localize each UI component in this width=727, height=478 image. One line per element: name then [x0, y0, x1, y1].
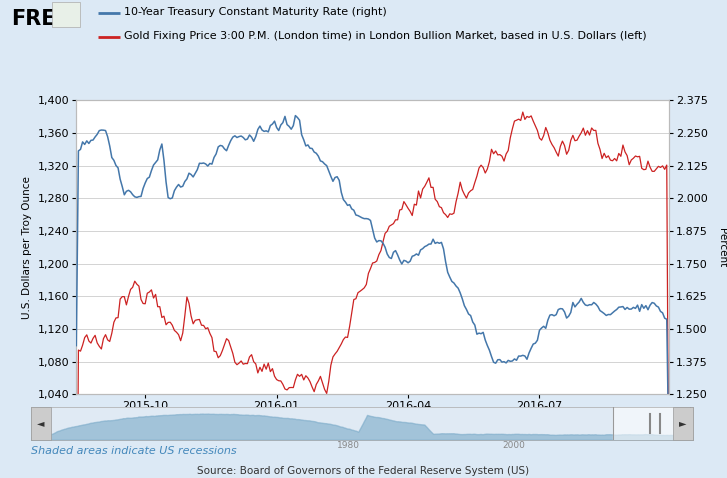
- FancyBboxPatch shape: [31, 407, 51, 440]
- Y-axis label: U.S. Dollars per Troy Ounce: U.S. Dollars per Troy Ounce: [22, 176, 32, 319]
- Y-axis label: Percent: Percent: [717, 228, 727, 267]
- FancyBboxPatch shape: [52, 2, 80, 27]
- Text: FRED: FRED: [11, 9, 73, 29]
- Text: Gold Fixing Price 3:00 P.M. (London time) in London Bullion Market, based in U.S: Gold Fixing Price 3:00 P.M. (London time…: [124, 31, 646, 41]
- FancyBboxPatch shape: [673, 407, 693, 440]
- Text: 10-Year Treasury Constant Maturity Rate (right): 10-Year Treasury Constant Maturity Rate …: [124, 7, 386, 17]
- Bar: [614, 407, 689, 440]
- Text: ◄: ◄: [37, 419, 45, 428]
- Text: Source: Board of Governors of the Federal Reserve System (US): Source: Board of Governors of the Federa…: [198, 466, 529, 476]
- Text: Shaded areas indicate US recessions: Shaded areas indicate US recessions: [31, 446, 237, 456]
- Text: ►: ►: [679, 419, 687, 428]
- Text: ~: ~: [61, 7, 71, 20]
